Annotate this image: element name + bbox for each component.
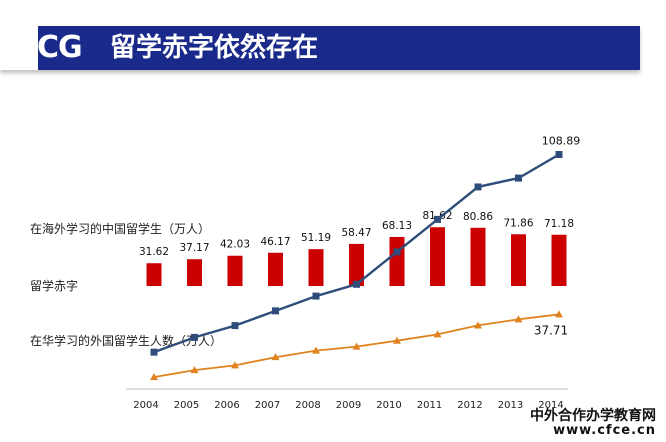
page-title: 留学赤字依然存在 bbox=[110, 33, 319, 63]
overseas-point bbox=[312, 292, 320, 300]
inbound-last-label: 37.71 bbox=[534, 323, 568, 337]
deficit-bar bbox=[187, 259, 202, 286]
inbound-point bbox=[271, 353, 280, 361]
watermark-title: 中外合作办学教育网 bbox=[530, 408, 656, 424]
x-tick-label: 2005 bbox=[174, 400, 199, 411]
x-tick-label: 2006 bbox=[214, 400, 239, 411]
deficit-bar-label: 68.13 bbox=[382, 220, 412, 232]
deficit-bar-label: 58.47 bbox=[341, 227, 371, 239]
inbound-point bbox=[312, 346, 320, 354]
overseas-point bbox=[434, 215, 441, 223]
deficit-bar bbox=[227, 255, 243, 286]
deficit-bar-label: 37.17 bbox=[179, 242, 209, 254]
x-tick-label: 2010 bbox=[376, 400, 401, 411]
inbound-point bbox=[474, 321, 482, 329]
inbound-point bbox=[150, 373, 158, 381]
x-tick-label: 2009 bbox=[336, 400, 361, 411]
deficit-bar bbox=[146, 263, 162, 286]
deficit-bar-label: 80.86 bbox=[463, 211, 493, 223]
deficit-bar-label: 71.86 bbox=[503, 217, 533, 229]
inbound-point bbox=[555, 310, 563, 318]
overseas-last-label: 108.89 bbox=[542, 135, 581, 148]
deficit-bar bbox=[430, 227, 445, 286]
overseas-point bbox=[150, 348, 158, 356]
x-tick-label: 2004 bbox=[133, 400, 158, 411]
overseas-point bbox=[393, 248, 401, 256]
overseas-point bbox=[191, 333, 198, 341]
x-tick-label: 2014 bbox=[538, 400, 563, 411]
inbound-point bbox=[514, 315, 523, 323]
overseas-point bbox=[231, 322, 239, 330]
deficit-bar-label: 31.62 bbox=[139, 246, 169, 258]
brand-logo: CCG bbox=[16, 30, 83, 65]
deficit-bar bbox=[470, 227, 486, 286]
deficit-bar bbox=[268, 252, 283, 286]
x-tick-label: 2013 bbox=[498, 400, 523, 411]
overseas-point bbox=[353, 280, 360, 288]
overseas-point bbox=[515, 174, 522, 182]
inbound-point bbox=[231, 361, 239, 369]
inbound-point bbox=[190, 366, 199, 374]
deficit-bar bbox=[308, 249, 324, 286]
series-label-deficit: 留学赤字 bbox=[30, 279, 79, 293]
overseas-point bbox=[555, 151, 563, 158]
x-tick-label: 2011 bbox=[417, 400, 442, 411]
x-tick-label: 2007 bbox=[255, 400, 280, 411]
inbound-point bbox=[433, 330, 442, 338]
series-label-overseas: 在海外学习的中国留学生（万人） bbox=[30, 222, 211, 236]
x-tick-label: 2008 bbox=[295, 400, 320, 411]
deficit-bar-label: 46.17 bbox=[260, 236, 290, 248]
deficit-bar-label: 42.03 bbox=[220, 239, 250, 251]
inbound-point bbox=[352, 342, 361, 350]
deficit-bar bbox=[389, 236, 405, 286]
banner-left-cap bbox=[0, 26, 38, 70]
inbound-point bbox=[393, 336, 401, 344]
overseas-point bbox=[474, 183, 482, 191]
deficit-bar bbox=[511, 234, 526, 286]
x-tick-label: 2012 bbox=[457, 400, 482, 411]
deficit-bar-label: 51.19 bbox=[301, 232, 331, 244]
overseas-point bbox=[272, 307, 279, 315]
deficit-bar bbox=[551, 234, 567, 286]
deficit-bar-label: 71.18 bbox=[544, 218, 574, 230]
deficit-bar bbox=[349, 243, 364, 286]
watermark-url: www.cfce.cn bbox=[553, 423, 656, 438]
title-banner bbox=[0, 26, 640, 70]
